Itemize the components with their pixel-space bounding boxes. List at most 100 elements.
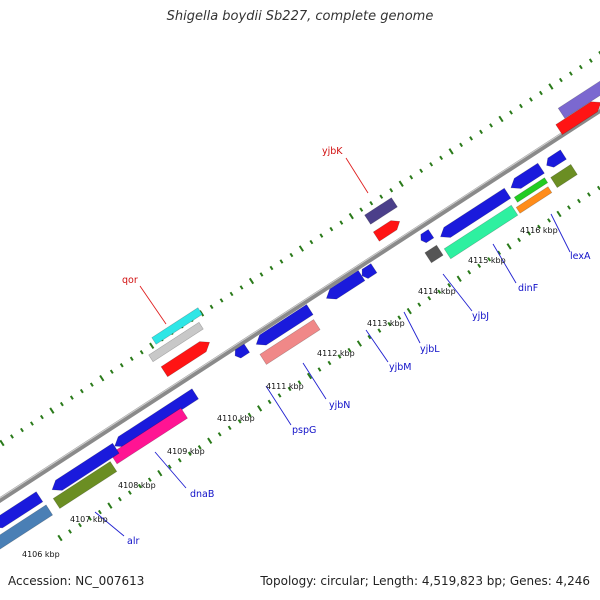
inner-tick-16 [217, 432, 222, 437]
inner-tick-49 [547, 218, 551, 223]
inner-tick-27 [327, 360, 332, 366]
inner-tick-8 [137, 483, 142, 489]
outer-tick-32 [319, 233, 324, 238]
inner-tick-42 [477, 263, 482, 269]
outer-tick-48 [479, 129, 483, 135]
outer-tick-41 [409, 175, 414, 180]
kbp-label-4106: 4106 kbp [22, 550, 60, 559]
outer-tick-22 [219, 298, 224, 303]
inner-tick-10 [157, 469, 163, 477]
leader-yjbL [403, 311, 421, 344]
leader-yjbK [345, 157, 369, 194]
kbp-label-4112: 4112 kbp [317, 349, 355, 358]
outer-tick-21 [209, 304, 214, 310]
inner-tick-37 [427, 295, 432, 301]
kbp-label-4109: 4109 kbp [167, 447, 205, 456]
outer-tick-8 [79, 388, 84, 394]
label-leaders [94, 157, 571, 537]
feature-block-2 [364, 197, 398, 225]
inner-tick-38 [437, 289, 442, 294]
outer-tick-35 [348, 212, 354, 220]
kbp-label-4111: 4111 kbp [266, 382, 304, 391]
leader-lexA [550, 213, 571, 253]
outer-tick-10 [99, 374, 105, 382]
inner-tick-51 [567, 205, 571, 210]
inner-tick-9 [147, 477, 152, 482]
outer-tick-12 [119, 363, 124, 368]
gene-label-dnaB: dnaB [190, 489, 214, 500]
gene-label-yjbL: yjbL [420, 344, 440, 355]
outer-tick-11 [109, 369, 114, 374]
inner-tick-44 [497, 250, 502, 256]
inner-tick-1 [68, 529, 72, 534]
outer-tick-36 [359, 207, 364, 212]
inner-tick-2 [78, 522, 82, 528]
feature-block-1 [555, 101, 600, 136]
inner-tick-11 [167, 464, 172, 469]
inner-tick-4 [97, 509, 102, 515]
feature-block-11 [550, 163, 578, 189]
outer-tick-52 [519, 103, 523, 109]
outer-tick-9 [89, 382, 94, 387]
feature-block-14 [420, 229, 435, 244]
outer-tick-24 [239, 285, 244, 290]
outer-tick-57 [568, 71, 573, 76]
inner-tick-31 [367, 334, 372, 340]
inner-tick-3 [88, 516, 92, 521]
outer-tick-38 [379, 194, 384, 199]
outer-tick-25 [248, 277, 255, 285]
gene-label-yjbM: yjbM [389, 362, 412, 373]
feature-block-7 [546, 149, 567, 168]
genome-summary-text: Topology: circular; Length: 4,519,823 bp… [260, 574, 590, 588]
inner-tick-36 [417, 302, 422, 307]
outer-tick-46 [459, 142, 464, 148]
genome-backbone [0, 107, 600, 503]
inner-tick-ring [57, 185, 600, 542]
outer-tick-56 [558, 77, 563, 83]
inner-tick-26 [317, 367, 322, 372]
leader-dnaB [154, 451, 187, 489]
outer-tick-5 [49, 407, 55, 414]
feature-block-16 [361, 263, 378, 279]
feature-block-24 [52, 461, 118, 509]
gene-labels: qor yjbK alr dnaB pspG yjbN yjbM yjbL yj… [122, 146, 591, 547]
map-title: Shigella boydii Sb227, complete genome [166, 9, 434, 24]
feature-block-12 [440, 187, 512, 238]
accession-text: Accession: NC_007613 [8, 574, 145, 588]
kbp-labels: 4106 kbp 4107 kbp 4108 kbp 4109 kbp 4110… [22, 226, 558, 559]
outer-tick-44 [439, 155, 444, 161]
outer-tick-55 [548, 83, 554, 90]
leader-alr [94, 511, 125, 537]
feature-block-20 [234, 343, 251, 359]
outer-tick-30 [298, 245, 304, 252]
outer-tick-14 [139, 350, 144, 355]
outer-tick-ring [0, 50, 600, 447]
leader-yjbJ [442, 273, 473, 312]
outer-tick-26 [259, 272, 264, 277]
inner-tick-19 [247, 412, 252, 418]
outer-tick-23 [229, 291, 234, 297]
inner-tick-5 [107, 502, 113, 509]
inner-tick-28 [337, 354, 342, 359]
inner-tick-41 [467, 270, 472, 275]
inner-tick-34 [397, 315, 402, 320]
outer-tick-28 [279, 259, 284, 264]
feature-block-5 [148, 321, 204, 363]
inner-tick-43 [487, 257, 492, 262]
kbp-label-4113: 4113 kbp [367, 319, 405, 328]
feature-block-25 [0, 491, 44, 529]
gene-label-yjbK: yjbK [322, 146, 343, 157]
outer-tick-49 [489, 123, 493, 128]
feature-block-23 [51, 442, 120, 491]
outer-tick-47 [469, 136, 473, 141]
inner-tick-24 [297, 380, 302, 385]
feature-block-18 [255, 304, 314, 346]
kbp-label-4116: 4116 kbp [520, 226, 558, 235]
outer-tick-20 [199, 310, 205, 317]
outer-tick-54 [539, 90, 543, 96]
inner-tick-48 [537, 224, 541, 230]
inner-tick-6 [117, 496, 122, 502]
leader-pspG [265, 385, 292, 426]
feature-block-13 [443, 204, 519, 260]
outer-tick-42 [419, 168, 424, 174]
